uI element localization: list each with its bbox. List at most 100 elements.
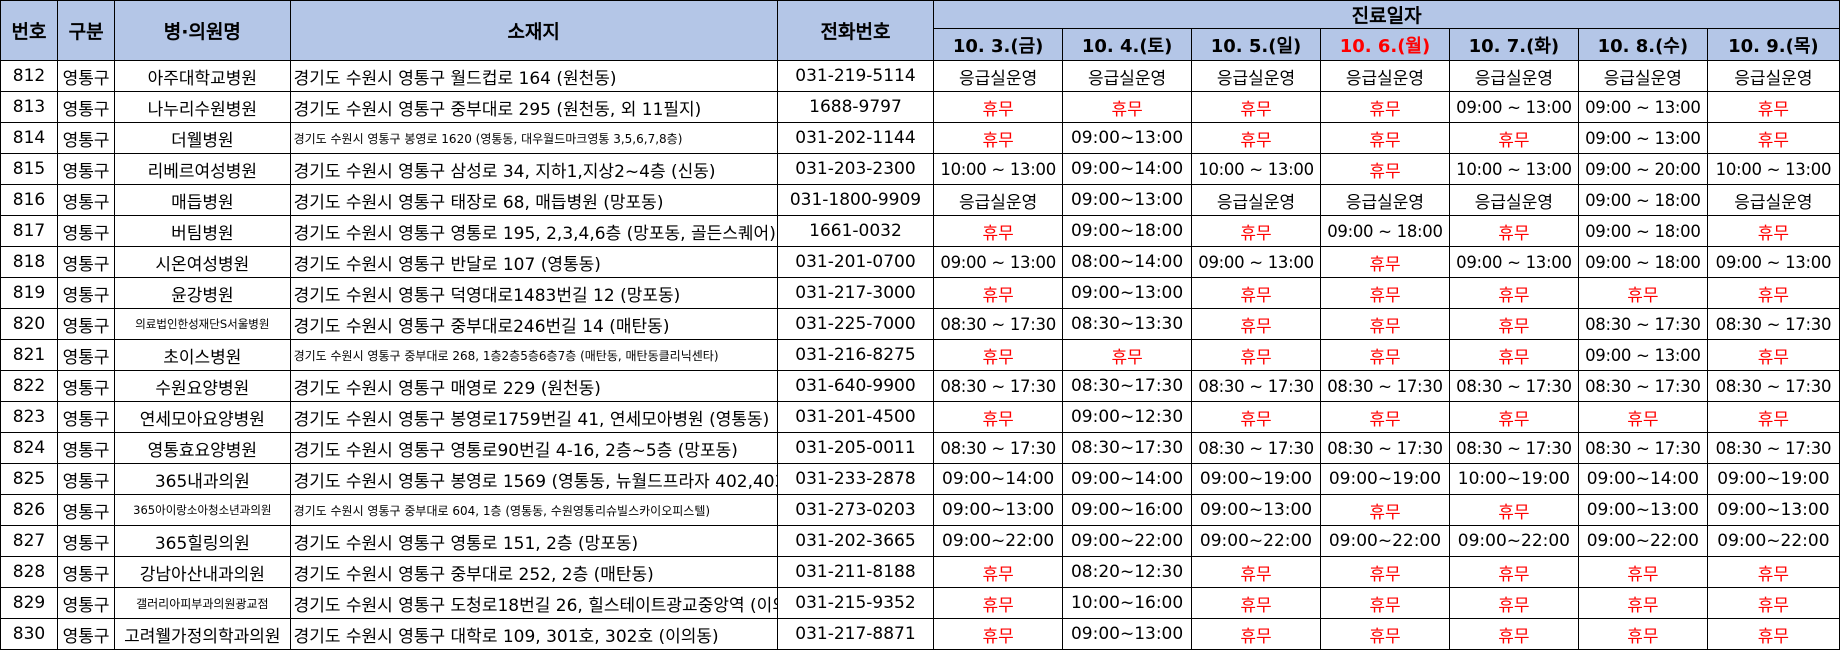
table-row: 813 영통구 나누리수원병원 경기도 수원시 영통구 중부대로 295 (원천동, …	[0, 91, 1840, 123]
header-date: 10. 6.(월)	[1319, 28, 1450, 61]
row-hours: 휴무	[1706, 339, 1840, 371]
row-hours: 08:30 ~ 17:30	[1577, 308, 1708, 340]
table-row: 823 영통구 연세모아요양병원 경기도 수원시 영통구 봉영로1759번길 41, …	[0, 401, 1840, 433]
row-hours: 휴무	[1448, 215, 1579, 247]
table-row: 830 영통구 고려웰가정의학과의원 경기도 수원시 영통구 대학로 109, 301…	[0, 618, 1840, 650]
row-hours: 휴무	[1191, 401, 1321, 433]
row-hours: 휴무	[1191, 91, 1321, 123]
row-address: 경기도 수원시 영통구 덕영대로1483번길 12 (망포동)	[289, 277, 778, 309]
row-no: 817	[0, 215, 59, 247]
row-no: 814	[0, 122, 59, 154]
table-row: 827 영통구 365힐링의원 경기도 수원시 영통구 영통로 151, 2층 (망포…	[0, 525, 1840, 557]
row-hours: 09:00~12:30	[1062, 401, 1193, 433]
row-hours: 09:00~14:00	[933, 463, 1064, 495]
row-hours: 09:00~16:00	[1062, 494, 1193, 526]
row-no: 826	[0, 494, 59, 526]
row-phone: 031-1800-9909	[776, 184, 935, 216]
row-hours: 09:00~22:00	[1062, 525, 1193, 557]
row-hours: 휴무	[1191, 339, 1321, 371]
row-no: 821	[0, 339, 59, 371]
row-name: 수원요양병원	[114, 370, 291, 402]
row-hours: 08:20~12:30	[1062, 556, 1193, 588]
row-hours: 09:00~19:00	[1191, 463, 1321, 495]
row-phone: 031-233-2878	[776, 463, 935, 495]
row-phone: 031-211-8188	[776, 556, 935, 588]
row-hours: 휴무	[933, 587, 1064, 619]
row-hours: 휴무	[1706, 401, 1840, 433]
table-row: 812 영통구 아주대학교병원 경기도 수원시 영통구 월드컵로 164 (원천동) 0…	[0, 60, 1840, 92]
row-hours: 08:30 ~ 17:30	[933, 432, 1064, 464]
row-hours: 응급실운영	[1706, 184, 1840, 216]
row-name: 강남아산내과의원	[114, 556, 291, 588]
row-hours: 휴무	[1319, 556, 1450, 588]
row-name: 더웰병원	[114, 122, 291, 154]
row-hours: 09:00 ~ 13:00	[1191, 246, 1321, 278]
row-hours: 휴무	[1319, 91, 1450, 123]
table-row: 816 영통구 매듭병원 경기도 수원시 영통구 태장로 68, 매듭병원 (망포동)…	[0, 184, 1840, 216]
row-phone: 031-640-9900	[776, 370, 935, 402]
row-name: 나누리수원병원	[114, 91, 291, 123]
row-hours: 휴무	[933, 122, 1064, 154]
row-phone: 031-205-0011	[776, 432, 935, 464]
row-hours: 08:30 ~ 17:30	[1191, 370, 1321, 402]
row-address: 경기도 수원시 영통구 매영로 229 (원천동)	[289, 370, 778, 402]
row-category: 영통구	[57, 587, 116, 619]
row-phone: 031-217-8871	[776, 618, 935, 650]
header-no: 번호	[0, 0, 59, 61]
row-address: 경기도 수원시 영통구 영통로 151, 2층 (망포동)	[289, 525, 778, 557]
row-phone: 031-216-8275	[776, 339, 935, 371]
row-name: 갤러리아피부과의원광교점	[114, 587, 291, 619]
header-date: 10. 9.(목)	[1706, 28, 1840, 61]
row-no: 823	[0, 401, 59, 433]
row-hours: 휴무	[1706, 277, 1840, 309]
row-category: 영통구	[57, 556, 116, 588]
row-hours: 휴무	[1319, 618, 1450, 650]
row-address: 경기도 수원시 영통구 영통로 195, 2,3,4,6층 (망포동, 골든스퀘…	[289, 215, 778, 247]
row-hours: 08:30 ~ 17:30	[1706, 370, 1840, 402]
row-hours: 휴무	[1191, 215, 1321, 247]
header-date: 10. 5.(일)	[1191, 28, 1321, 61]
row-phone: 031-202-1144	[776, 122, 935, 154]
row-hours: 휴무	[1448, 494, 1579, 526]
row-category: 영통구	[57, 432, 116, 464]
row-hours: 휴무	[1577, 556, 1708, 588]
row-category: 영통구	[57, 122, 116, 154]
row-hours: 휴무	[1706, 91, 1840, 123]
row-hours: 휴무	[1319, 308, 1450, 340]
row-hours: 09:00 ~ 18:00	[1577, 215, 1708, 247]
row-category: 영통구	[57, 153, 116, 185]
header-address: 소재지	[289, 0, 778, 61]
row-hours: 09:00 ~ 13:00	[1577, 339, 1708, 371]
row-address: 경기도 수원시 영통구 월드컵로 164 (원천동)	[289, 60, 778, 92]
row-hours: 응급실운영	[1191, 184, 1321, 216]
row-hours: 응급실운영	[933, 184, 1064, 216]
row-hours: 09:00~22:00	[1191, 525, 1321, 557]
row-no: 813	[0, 91, 59, 123]
row-hours: 09:00~13:00	[1062, 122, 1193, 154]
row-name: 윤강병원	[114, 277, 291, 309]
table-row: 829 영통구 갤러리아피부과의원광교점 경기도 수원시 영통구 도청로18번길 26…	[0, 587, 1840, 619]
row-hours: 휴무	[1062, 339, 1193, 371]
row-hours: 09:00~13:00	[1706, 494, 1840, 526]
table-row: 817 영통구 버팀병원 경기도 수원시 영통구 영통로 195, 2,3,4,6층 …	[0, 215, 1840, 247]
row-hours: 휴무	[1448, 618, 1579, 650]
row-name: 매듭병원	[114, 184, 291, 216]
row-category: 영통구	[57, 308, 116, 340]
row-hours: 09:00 ~ 13:00	[1448, 246, 1579, 278]
row-hours: 휴무	[1448, 277, 1579, 309]
row-no: 827	[0, 525, 59, 557]
row-hours: 휴무	[1319, 277, 1450, 309]
row-hours: 휴무	[1319, 339, 1450, 371]
header-date: 10. 3.(금)	[933, 28, 1064, 61]
table-row: 824 영통구 영통효요양병원 경기도 수원시 영통구 영통로90번길 4-16, 2…	[0, 432, 1840, 464]
row-phone: 031-201-4500	[776, 401, 935, 433]
row-hours: 휴무	[1577, 401, 1708, 433]
row-hours: 휴무	[1191, 122, 1321, 154]
row-phone: 031-217-3000	[776, 277, 935, 309]
row-hours: 휴무	[1062, 91, 1193, 123]
row-name: 의료법인한성재단S서울병원	[114, 308, 291, 340]
row-hours: 응급실운영	[1062, 60, 1193, 92]
header-name: 병·의원명	[114, 0, 291, 61]
row-hours: 09:00~22:00	[933, 525, 1064, 557]
row-hours: 휴무	[1706, 556, 1840, 588]
